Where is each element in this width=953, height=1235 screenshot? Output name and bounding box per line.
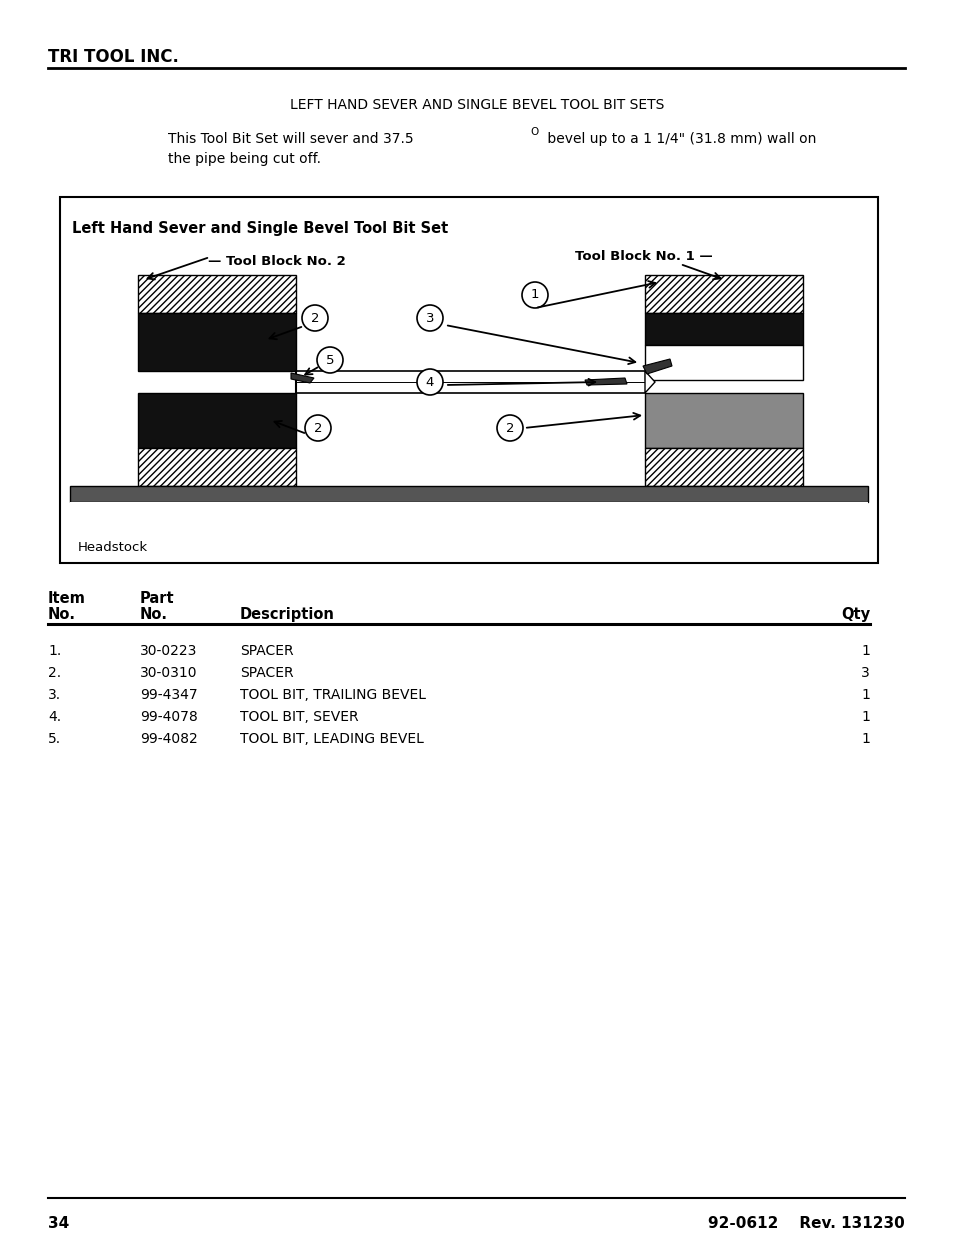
Bar xyxy=(138,312,295,370)
Text: the pipe being cut off.: the pipe being cut off. xyxy=(168,152,320,165)
Bar xyxy=(295,370,644,393)
Polygon shape xyxy=(291,373,314,383)
Circle shape xyxy=(416,369,442,395)
Text: 3: 3 xyxy=(861,666,869,680)
Text: 99-4078: 99-4078 xyxy=(140,710,197,724)
Text: Left Hand Sever and Single Bevel Tool Bit Set: Left Hand Sever and Single Bevel Tool Bi… xyxy=(71,221,448,236)
Bar xyxy=(138,448,295,487)
Polygon shape xyxy=(584,378,626,385)
Text: 1: 1 xyxy=(530,289,538,301)
Text: 34: 34 xyxy=(48,1216,70,1231)
Text: 3.: 3. xyxy=(48,688,61,701)
Polygon shape xyxy=(644,370,655,393)
Text: 92-0612    Rev. 131230: 92-0612 Rev. 131230 xyxy=(707,1216,904,1231)
Text: No.: No. xyxy=(48,606,76,622)
Text: 30-0223: 30-0223 xyxy=(140,643,197,658)
Text: 4.: 4. xyxy=(48,710,61,724)
Circle shape xyxy=(521,282,547,308)
Circle shape xyxy=(316,347,343,373)
Text: 2: 2 xyxy=(314,421,322,435)
Text: 2: 2 xyxy=(311,311,319,325)
Text: SPACER: SPACER xyxy=(240,666,294,680)
Bar xyxy=(60,198,877,563)
Bar xyxy=(644,393,802,448)
Text: TRI TOOL INC.: TRI TOOL INC. xyxy=(48,48,179,65)
Bar xyxy=(644,312,802,345)
Text: TOOL BIT, LEADING BEVEL: TOOL BIT, LEADING BEVEL xyxy=(240,732,423,746)
Bar xyxy=(138,275,295,312)
Text: 1: 1 xyxy=(861,688,869,701)
Text: Part: Part xyxy=(140,592,174,606)
Text: This Tool Bit Set will sever and 37.5: This Tool Bit Set will sever and 37.5 xyxy=(168,132,414,146)
Text: Headstock: Headstock xyxy=(78,541,148,555)
Text: 30-0310: 30-0310 xyxy=(140,666,197,680)
Bar xyxy=(644,448,802,487)
Text: 2: 2 xyxy=(505,421,514,435)
Circle shape xyxy=(302,305,328,331)
Text: — Tool Block No. 2: — Tool Block No. 2 xyxy=(208,254,345,268)
Circle shape xyxy=(497,415,522,441)
Circle shape xyxy=(416,305,442,331)
Text: Tool Block No. 1 —: Tool Block No. 1 — xyxy=(575,249,712,263)
Text: 3: 3 xyxy=(425,311,434,325)
Bar xyxy=(138,393,295,448)
Text: No.: No. xyxy=(140,606,168,622)
Text: TOOL BIT, TRAILING BEVEL: TOOL BIT, TRAILING BEVEL xyxy=(240,688,426,701)
Bar xyxy=(70,501,867,527)
Text: Item: Item xyxy=(48,592,86,606)
Bar xyxy=(70,487,867,501)
Text: TOOL BIT, SEVER: TOOL BIT, SEVER xyxy=(240,710,358,724)
Text: 5.: 5. xyxy=(48,732,61,746)
Text: 1: 1 xyxy=(861,732,869,746)
Text: SPACER: SPACER xyxy=(240,643,294,658)
Text: O: O xyxy=(530,127,537,137)
Text: bevel up to a 1 1/4" (31.8 mm) wall on: bevel up to a 1 1/4" (31.8 mm) wall on xyxy=(542,132,816,146)
Text: 1: 1 xyxy=(861,643,869,658)
Polygon shape xyxy=(642,359,671,374)
Text: 5: 5 xyxy=(325,353,334,367)
Bar xyxy=(644,345,802,380)
Text: 99-4082: 99-4082 xyxy=(140,732,197,746)
Text: 99-4347: 99-4347 xyxy=(140,688,197,701)
Text: Description: Description xyxy=(240,606,335,622)
Text: 2.: 2. xyxy=(48,666,61,680)
Text: 4: 4 xyxy=(425,375,434,389)
Text: 1.: 1. xyxy=(48,643,61,658)
Bar xyxy=(644,275,802,312)
Text: Qty: Qty xyxy=(840,606,869,622)
Text: LEFT HAND SEVER AND SINGLE BEVEL TOOL BIT SETS: LEFT HAND SEVER AND SINGLE BEVEL TOOL BI… xyxy=(290,98,663,112)
Circle shape xyxy=(305,415,331,441)
Text: 1: 1 xyxy=(861,710,869,724)
